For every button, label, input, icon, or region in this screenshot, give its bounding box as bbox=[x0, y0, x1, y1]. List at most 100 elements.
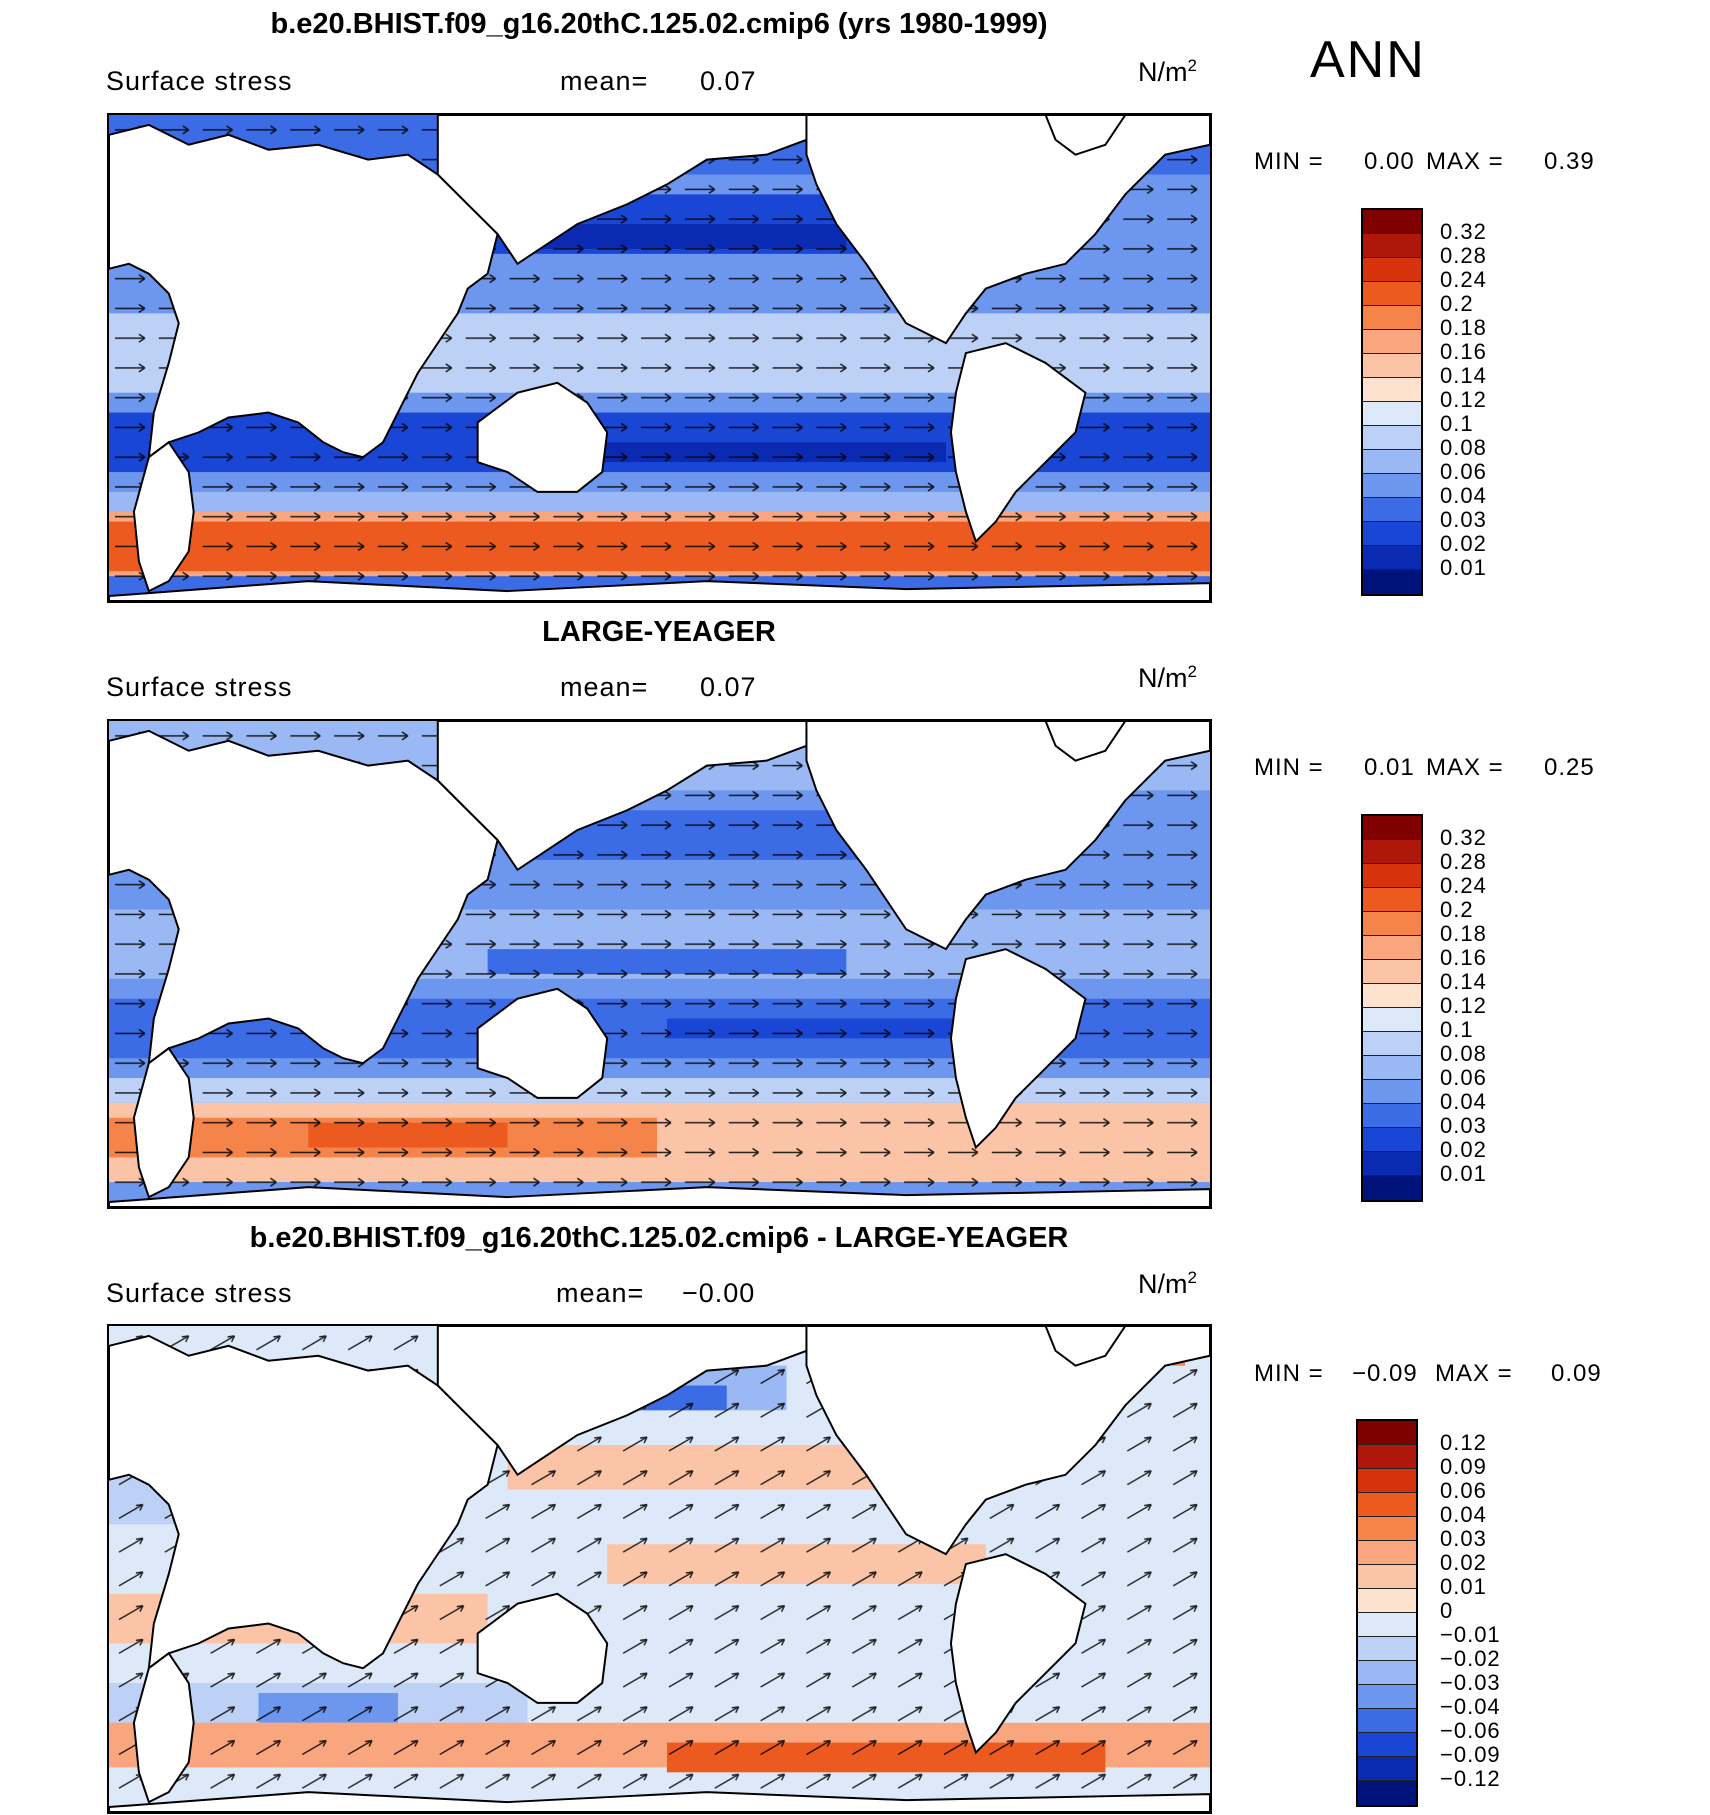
panel3-title: b.e20.BHIST.f09_g16.20thC.125.02.cmip6 -… bbox=[249, 1222, 1069, 1254]
colorbar-tick-label: 0.03 bbox=[1440, 1113, 1487, 1138]
panel1-title: b.e20.BHIST.f09_g16.20thC.125.02.cmip6 (… bbox=[270, 8, 1048, 40]
colorbar-swatch bbox=[1363, 474, 1421, 498]
panel2-max-value: 0.25 bbox=[1544, 754, 1595, 781]
panel1-units: N/m2 bbox=[1138, 56, 1197, 87]
colorbar-tick-label: 0.04 bbox=[1440, 1502, 1487, 1527]
colorbar-swatch bbox=[1363, 864, 1421, 888]
colorbar-swatch bbox=[1363, 936, 1421, 960]
panel2-min-value: 0.01 bbox=[1364, 754, 1415, 781]
panel3-map bbox=[107, 1324, 1212, 1814]
colorbar-tick-label: 0.24 bbox=[1440, 267, 1487, 292]
colorbar-tick-label: 0.02 bbox=[1440, 531, 1487, 556]
colorbar-swatch bbox=[1358, 1589, 1416, 1613]
colorbar-tick-label: 0.01 bbox=[1440, 1161, 1487, 1186]
panel3-min-value: −0.09 bbox=[1352, 1360, 1418, 1387]
colorbar-tick-label: 0.01 bbox=[1440, 1574, 1487, 1599]
colorbar-tick-label: 0.03 bbox=[1440, 507, 1487, 532]
panel2-variable: Surface stress bbox=[106, 672, 293, 702]
colorbar-tick-label: 0.16 bbox=[1440, 945, 1487, 970]
colorbar-tick-label: −0.02 bbox=[1440, 1646, 1501, 1671]
colorbar-tick-label: 0.2 bbox=[1440, 291, 1474, 316]
colorbar-swatch bbox=[1363, 984, 1421, 1008]
colorbar-tick-label: 0.14 bbox=[1440, 969, 1487, 994]
colorbar-swatch bbox=[1363, 1032, 1421, 1056]
panel3-max-value: 0.09 bbox=[1551, 1360, 1602, 1387]
panel2-units: N/m2 bbox=[1138, 662, 1197, 693]
colorbar-tick-label: 0.12 bbox=[1440, 1430, 1487, 1455]
panel1-mean-value: 0.07 bbox=[700, 66, 757, 96]
colorbar-swatch bbox=[1363, 1056, 1421, 1080]
colorbar-swatch bbox=[1358, 1517, 1416, 1541]
colorbar-tick-label: 0.1 bbox=[1440, 1017, 1474, 1042]
colorbar-swatch bbox=[1363, 282, 1421, 306]
colorbar-swatch bbox=[1358, 1685, 1416, 1709]
colorbar-tick-label: 0.02 bbox=[1440, 1550, 1487, 1575]
panel2-title: LARGE-YEAGER bbox=[542, 616, 776, 648]
colorbar-swatch bbox=[1363, 258, 1421, 282]
colorbar-tick-label: 0.32 bbox=[1440, 219, 1487, 244]
colorbar-tick-label: 0.02 bbox=[1440, 1137, 1487, 1162]
colorbar-swatch bbox=[1363, 1176, 1421, 1200]
colorbar-tick-label: 0.04 bbox=[1440, 1089, 1487, 1114]
colorbar-swatch bbox=[1363, 306, 1421, 330]
colorbar-swatch bbox=[1358, 1661, 1416, 1685]
colorbar-swatch bbox=[1363, 960, 1421, 984]
colorbar-tick-label: 0.1 bbox=[1440, 411, 1474, 436]
panel2-mean-label: mean= bbox=[560, 672, 649, 702]
panel3-variable: Surface stress bbox=[106, 1278, 293, 1308]
colorbar-swatch bbox=[1358, 1709, 1416, 1733]
colorbar-swatch bbox=[1363, 1128, 1421, 1152]
panel2-min-label: MIN = bbox=[1254, 754, 1324, 781]
panel2-max-label: MAX = bbox=[1426, 754, 1504, 781]
panel3-units: N/m2 bbox=[1138, 1268, 1197, 1299]
colorbar-tick-label: 0.2 bbox=[1440, 897, 1474, 922]
panel1-min-value: 0.00 bbox=[1364, 148, 1415, 175]
panel1-variable: Surface stress bbox=[106, 66, 293, 96]
colorbar-swatch bbox=[1363, 450, 1421, 474]
colorbar-swatch bbox=[1358, 1781, 1416, 1805]
panel3-min-label: MIN = bbox=[1254, 1360, 1324, 1387]
colorbar-tick-label: 0 bbox=[1440, 1598, 1454, 1623]
colorbar-tick-label: −0.06 bbox=[1440, 1718, 1501, 1743]
colorbar-tick-label: 0.18 bbox=[1440, 315, 1487, 340]
colorbar-swatch bbox=[1363, 378, 1421, 402]
colorbar-swatch bbox=[1363, 1008, 1421, 1032]
colorbar-swatch bbox=[1363, 570, 1421, 594]
panel1-max-label: MAX = bbox=[1426, 148, 1504, 175]
colorbar-tick-label: 0.08 bbox=[1440, 435, 1487, 460]
colorbar-swatch bbox=[1363, 1080, 1421, 1104]
colorbar-swatch bbox=[1363, 888, 1421, 912]
colorbar-swatch bbox=[1363, 522, 1421, 546]
colorbar-swatch bbox=[1358, 1445, 1416, 1469]
colorbar-swatch bbox=[1363, 816, 1421, 840]
panel2-mean-value: 0.07 bbox=[700, 672, 757, 702]
colorbar-tick-label: 0.06 bbox=[1440, 1065, 1487, 1090]
colorbar-swatch bbox=[1358, 1637, 1416, 1661]
colorbar-tick-label: 0.06 bbox=[1440, 459, 1487, 484]
colorbar-tick-label: −0.03 bbox=[1440, 1670, 1501, 1695]
panel1-min-label: MIN = bbox=[1254, 148, 1324, 175]
colorbar-swatch bbox=[1363, 354, 1421, 378]
season-label: ANN bbox=[1310, 31, 1426, 89]
colorbar-tick-label: −0.09 bbox=[1440, 1742, 1501, 1767]
colorbar-tick-label: 0.14 bbox=[1440, 363, 1487, 388]
panel1-mean-label: mean= bbox=[560, 66, 649, 96]
colorbar-swatch bbox=[1358, 1421, 1416, 1445]
colorbar-tick-label: 0.04 bbox=[1440, 483, 1487, 508]
colorbar-tick-label: 0.06 bbox=[1440, 1478, 1487, 1503]
colorbar-swatch bbox=[1363, 330, 1421, 354]
colorbar-swatch bbox=[1363, 1104, 1421, 1128]
panel3-mean-label: mean= bbox=[556, 1278, 645, 1308]
colorbar-tick-label: 0.28 bbox=[1440, 849, 1487, 874]
panel3-colorbar bbox=[1356, 1419, 1418, 1807]
panel3-mean-value: −0.00 bbox=[682, 1278, 756, 1308]
colorbar-swatch bbox=[1363, 546, 1421, 570]
colorbar-swatch bbox=[1358, 1757, 1416, 1781]
colorbar-swatch bbox=[1363, 840, 1421, 864]
colorbar-tick-label: 0.32 bbox=[1440, 825, 1487, 850]
colorbar-tick-label: 0.16 bbox=[1440, 339, 1487, 364]
colorbar-tick-label: −0.04 bbox=[1440, 1694, 1501, 1719]
colorbar-tick-label: 0.03 bbox=[1440, 1526, 1487, 1551]
colorbar-swatch bbox=[1363, 498, 1421, 522]
colorbar-tick-label: 0.08 bbox=[1440, 1041, 1487, 1066]
